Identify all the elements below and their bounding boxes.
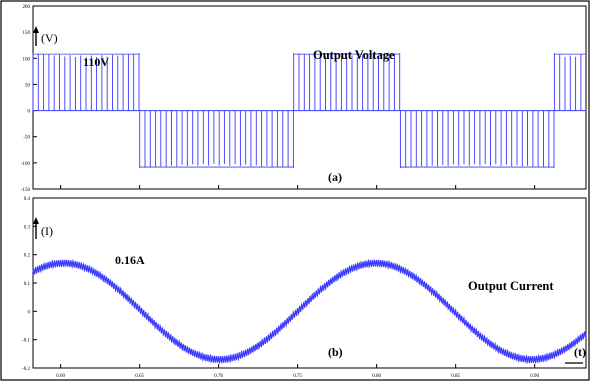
- y-tick-label: 0: [28, 110, 31, 115]
- voltage-pulse-segment: [399, 110, 555, 169]
- current-title: Output Current: [468, 279, 554, 293]
- y-tick-label: 0.3: [24, 225, 31, 230]
- voltage-panel: 200 150 100 50 0 -50 -100 -150 (V) Output Volta…: [21, 5, 587, 193]
- voltage-panel-label: (a): [328, 170, 342, 184]
- voltage-annotation: 110V: [83, 55, 109, 69]
- current-annotation: 0.16A: [115, 253, 145, 267]
- voltage-x-ticks: [60, 185, 536, 189]
- x-tick-label: 0.85: [451, 374, 460, 379]
- time-axis-marker: (t): [574, 345, 586, 359]
- current-wave: [32, 258, 587, 365]
- voltage-pulse-segment: [553, 53, 582, 111]
- current-panel-label: (b): [328, 345, 343, 359]
- current-series-line: [32, 258, 587, 365]
- voltage-axis-marker: (V): [41, 31, 58, 45]
- x-tick-label: 0.60: [56, 374, 65, 379]
- x-tick-label: 0.65: [135, 374, 144, 379]
- voltage-title: Output Voltage: [313, 48, 395, 62]
- x-tick-label: 0.70: [214, 374, 223, 379]
- y-tick-label: -0.2: [22, 367, 30, 372]
- x-tick-label: 0.80: [372, 374, 381, 379]
- y-tick-label: 0.1: [24, 282, 31, 287]
- current-panel: 0.40.30.20.10-0.1-0.2 0.60 0.65 0.70 0.75 0.…: [22, 197, 587, 379]
- y-tick-label: -150: [21, 188, 31, 193]
- voltage-wave: [32, 53, 586, 169]
- current-axis-arrow-icon: [33, 217, 39, 239]
- voltage-plot-frame: [32, 5, 587, 190]
- voltage-pulse-segment: [293, 53, 401, 111]
- y-tick-label: -0.1: [22, 339, 30, 344]
- y-tick-label: 0.4: [24, 197, 31, 202]
- x-tick-label: 0.75: [293, 374, 302, 379]
- y-tick-label: 0.2: [24, 254, 31, 259]
- y-tick-label: 50: [25, 83, 31, 88]
- voltage-axis-arrow-icon: [33, 26, 39, 46]
- current-axis-marker: (I): [41, 224, 53, 238]
- voltage-pulse-segment: [32, 53, 140, 111]
- current-x-ticks: 0.60 0.65 0.70 0.75 0.80 0.85 0.90: [56, 364, 540, 379]
- y-tick-label: 200: [23, 5, 31, 10]
- y-tick-label: 150: [23, 31, 31, 36]
- current-plot-frame: [32, 197, 587, 369]
- current-y-ticks: 0.4 0.3 0.2 0.1 0 -0.1 -0.2: [22, 197, 37, 372]
- voltage-pulse-segment: [139, 110, 294, 169]
- y-tick-label: 0: [28, 310, 31, 315]
- y-tick-label: -50: [23, 136, 30, 141]
- y-tick-label: 100: [23, 57, 31, 62]
- y-tick-label: -100: [21, 162, 31, 167]
- x-tick-label: 0.90: [530, 374, 539, 379]
